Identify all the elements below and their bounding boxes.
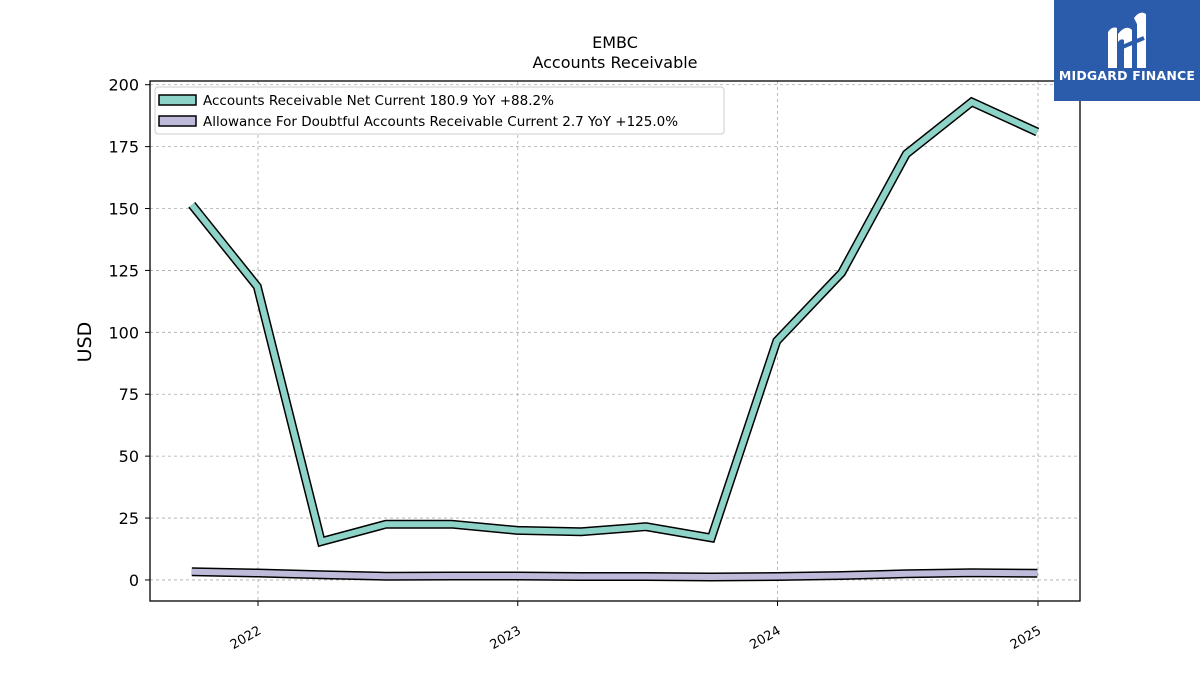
grid bbox=[150, 81, 1080, 601]
brand-name: MIDGARD FINANCE bbox=[1058, 68, 1196, 83]
brand-logo: MIDGARD FINANCE bbox=[1054, 0, 1200, 101]
y-tick-label: 150 bbox=[108, 200, 139, 219]
x-axis: 2022 2023 2024 2025 bbox=[228, 601, 1044, 653]
x-tick-label: 2024 bbox=[747, 623, 783, 653]
y-tick-label: 200 bbox=[108, 76, 139, 95]
y-tick-label: 50 bbox=[119, 447, 139, 466]
series-line-ar-net-outline bbox=[188, 96, 1040, 548]
series-line-allowance bbox=[191, 568, 1038, 581]
y-tick-label: 100 bbox=[108, 323, 139, 342]
y-axis-label: USD bbox=[74, 322, 96, 363]
legend-swatch-allowance bbox=[158, 115, 197, 127]
legend-box bbox=[154, 86, 725, 135]
x-tick-label: 2022 bbox=[228, 623, 264, 653]
series-group bbox=[188, 96, 1040, 582]
midgard-logo-icon bbox=[1108, 12, 1146, 68]
series-line-ar-net bbox=[189, 98, 1039, 546]
y-tick-label: 175 bbox=[108, 138, 139, 157]
y-tick-label: 125 bbox=[108, 261, 139, 280]
y-tick-label: 25 bbox=[119, 509, 139, 528]
legend-label-ar-net: Accounts Receivable Net Current 180.9 Yo… bbox=[203, 93, 554, 109]
legend: Accounts Receivable Net Current 180.9 Yo… bbox=[154, 86, 725, 135]
x-tick-label: 2023 bbox=[488, 623, 524, 653]
chart-title: EMBC bbox=[592, 33, 638, 52]
y-tick-label: 0 bbox=[129, 571, 139, 590]
y-axis: 0 25 50 75 100 125 150 175 200 bbox=[108, 76, 150, 590]
chart-subtitle: Accounts Receivable bbox=[532, 53, 697, 72]
x-tick-label: 2025 bbox=[1008, 623, 1044, 653]
legend-swatch-ar-net bbox=[158, 94, 197, 106]
y-tick-label: 75 bbox=[119, 385, 139, 404]
plot-frame bbox=[149, 80, 1081, 602]
legend-label-allowance: Allowance For Doubtful Accounts Receivab… bbox=[203, 114, 678, 130]
